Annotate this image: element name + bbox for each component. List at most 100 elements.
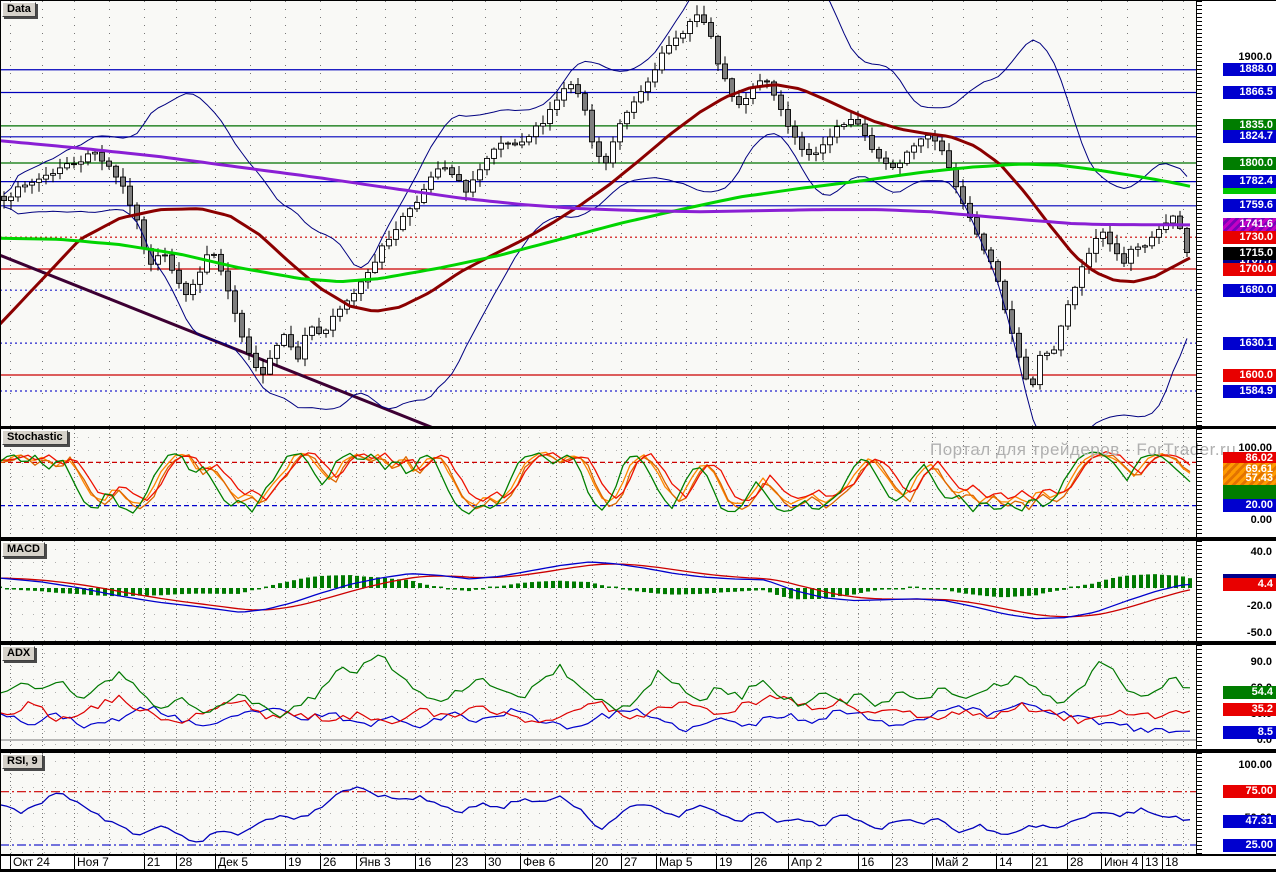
axis-label: -20.0 — [1246, 600, 1272, 612]
axis-badge: 1730.0 — [1223, 230, 1276, 244]
panel-separator — [0, 0, 1276, 1]
panel-title-stoch[interactable]: Stochastic — [2, 430, 68, 445]
stoch-plot-layer — [0, 429, 1196, 537]
rsi-plot-layer — [0, 753, 1196, 854]
panel-stoch[interactable]: Stochastic — [0, 429, 1196, 537]
time-tick — [656, 856, 657, 869]
time-tick-label: 21 — [1035, 855, 1049, 869]
time-tick-label: Дек 5 — [218, 855, 249, 869]
time-tick-label: Окт 24 — [13, 855, 50, 869]
panel-adx[interactable]: ADX — [0, 645, 1196, 749]
time-tick — [1101, 856, 1102, 869]
panel-main[interactable]: Data — [0, 1, 1196, 426]
time-tick — [1142, 856, 1143, 869]
time-tick-label: 21 — [147, 855, 161, 869]
axis-label: 100.00 — [1238, 759, 1272, 771]
time-tick-label: 28 — [179, 855, 193, 869]
time-tick — [215, 856, 216, 869]
axis-badge: 20.00 — [1223, 499, 1276, 513]
time-tick-label: 19 — [288, 855, 302, 869]
time-tick — [356, 856, 357, 869]
price-axis-ticks-macd — [1197, 541, 1202, 641]
time-tick-label: 23 — [895, 855, 909, 869]
time-tick-label: 14 — [999, 855, 1013, 869]
time-tick — [621, 856, 622, 869]
adx-plot-layer — [0, 645, 1196, 749]
axis-badge: 57.43 — [1223, 472, 1276, 486]
axis-badge: 54.4 — [1223, 686, 1276, 700]
time-tick-label: 26 — [754, 855, 768, 869]
time-tick — [1162, 856, 1163, 869]
axis-badge: 1866.5 — [1223, 86, 1276, 99]
time-tick — [1067, 856, 1068, 869]
time-tick-label: Ноя 7 — [77, 855, 109, 869]
axis-badge: 1715.0 — [1223, 246, 1276, 260]
axis-badge: 35.2 — [1223, 702, 1276, 716]
axis-label: 90.0 — [1250, 656, 1272, 668]
main-plot-layer — [0, 1, 1196, 426]
panel-title-adx[interactable]: ADX — [2, 646, 36, 661]
axis-badge: 1888.0 — [1223, 63, 1276, 77]
time-tick — [996, 856, 997, 869]
panel-separator — [0, 749, 1276, 753]
time-tick — [320, 856, 321, 869]
axis-label: 0.00 — [1250, 514, 1272, 526]
panel-title-main[interactable]: Data — [2, 2, 36, 17]
panel-title-rsi[interactable]: RSI, 9 — [2, 754, 43, 769]
time-tick-label: 20 — [595, 855, 609, 869]
time-tick — [415, 856, 416, 869]
price-axis-ticks-adx — [1197, 645, 1202, 749]
panel-title-macd[interactable]: MACD — [2, 542, 45, 557]
time-tick-label: Июн 4 — [1104, 855, 1139, 869]
axis-badge: 1782.4 — [1223, 175, 1276, 189]
axis-label: -50.0 — [1246, 627, 1272, 639]
price-axis-ticks-stoch — [1197, 429, 1202, 537]
time-tick — [452, 856, 453, 869]
axis-badge: 1824.7 — [1223, 130, 1276, 144]
time-tick — [176, 856, 177, 869]
time-tick-label: 30 — [488, 855, 502, 869]
time-tick-label: 27 — [624, 855, 638, 869]
panel-separator — [0, 426, 1276, 429]
time-tick — [592, 856, 593, 869]
axis-badge: 25.00 — [1223, 838, 1276, 852]
axis-badge: 1800.0 — [1223, 156, 1276, 170]
time-tick-label: Апр 2 — [791, 855, 823, 869]
watermark: Портал для трейдеров - ForTrader.ru — [930, 440, 1237, 459]
time-tick — [788, 856, 789, 869]
panel-macd[interactable]: MACD — [0, 541, 1196, 641]
axis-badge: 8.5 — [1223, 726, 1276, 740]
axis-badge: 75.00 — [1223, 785, 1276, 799]
time-tick-label: 18 — [1165, 855, 1179, 869]
time-tick-label: Янв 3 — [359, 855, 391, 869]
time-tick-label: Май 2 — [935, 855, 969, 869]
time-tick — [858, 856, 859, 869]
left-border — [0, 0, 1, 872]
time-tick — [751, 856, 752, 869]
time-tick-label: 28 — [1070, 855, 1084, 869]
axis-badge: 1741.6 — [1223, 218, 1276, 232]
axis-badge: 1630.1 — [1223, 336, 1276, 350]
axis-badge: 1584.9 — [1223, 384, 1276, 398]
time-tick — [74, 856, 75, 869]
time-tick — [10, 856, 11, 869]
price-axis-ticks-main — [1197, 1, 1202, 426]
price-axis-ticks-rsi — [1197, 753, 1202, 854]
panel-separator — [0, 869, 1276, 872]
axis-badge: 1759.6 — [1223, 199, 1276, 213]
panel-separator — [0, 641, 1276, 645]
time-axis[interactable]: Окт 24 Ноя 7 21 28 Дек 5 19 26 Янв 3 16 23 30 Фев 6… — [0, 856, 1276, 869]
axis-badge: 86.02 — [1223, 451, 1276, 465]
panel-rsi[interactable]: RSI, 9 — [0, 753, 1196, 854]
axis-label: 1900.0 — [1238, 51, 1272, 63]
panel-separator — [0, 854, 1276, 856]
time-tick — [1032, 856, 1033, 869]
axis-label: 40.0 — [1250, 546, 1272, 558]
time-tick-label: 13 — [1145, 855, 1159, 869]
time-tick-label: 16 — [418, 855, 432, 869]
time-tick — [485, 856, 486, 869]
time-tick — [285, 856, 286, 869]
time-tick — [520, 856, 521, 869]
time-tick — [892, 856, 893, 869]
